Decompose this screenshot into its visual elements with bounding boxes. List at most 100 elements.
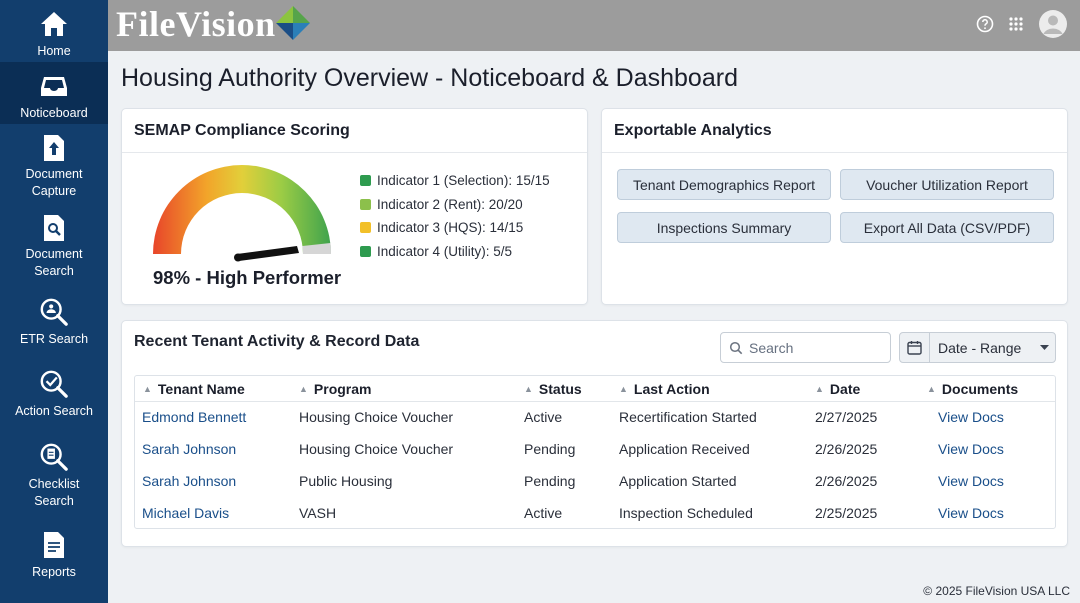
tenant-activity-table: ▲ Tenant Name ▲ Program ▲ Status ▲ Last Acti… bbox=[134, 375, 1056, 529]
column-header-documents[interactable]: ▲ Documents bbox=[927, 380, 1019, 397]
date-range-label: Date - Range bbox=[938, 339, 1022, 356]
date-range-select[interactable]: Date - Range bbox=[899, 332, 1056, 363]
semap-card-title: SEMAP Compliance Scoring bbox=[122, 109, 587, 153]
sort-icon: ▲ bbox=[927, 383, 936, 394]
legend-label: Indicator 4 (Utility): 5/5 bbox=[377, 243, 513, 259]
export-all-data-button[interactable]: Export All Data (CSV/PDF) bbox=[840, 212, 1054, 243]
logo-diamond-icon bbox=[275, 5, 310, 40]
top-icons bbox=[976, 9, 1068, 39]
column-header-date[interactable]: ▲ Date bbox=[815, 380, 861, 397]
date-cell: 2/26/2025 bbox=[815, 473, 878, 489]
sidebar-item-action-search[interactable]: Action Search bbox=[0, 367, 108, 427]
view-docs-link[interactable]: View Docs bbox=[938, 473, 1004, 489]
sidebar-item-home[interactable]: Home bbox=[0, 0, 108, 62]
apps-grid-icon[interactable] bbox=[1008, 16, 1024, 32]
legend-item: Indicator 1 (Selection): 15/15 bbox=[360, 169, 550, 193]
voucher-utilization-report-button[interactable]: Voucher Utilization Report bbox=[840, 169, 1054, 200]
help-icon[interactable] bbox=[976, 15, 994, 33]
legend-item: Indicator 3 (HQS): 14/15 bbox=[360, 216, 550, 240]
view-docs-link[interactable]: View Docs bbox=[938, 441, 1004, 457]
sort-icon: ▲ bbox=[299, 383, 308, 394]
last-action-cell: Application Received bbox=[619, 441, 750, 457]
semap-compliance-card: SEMAP Compliance Scoring 98% - High Perf… bbox=[121, 108, 588, 305]
sort-icon: ▲ bbox=[815, 383, 824, 394]
view-docs-link[interactable]: View Docs bbox=[938, 409, 1004, 425]
logo-text: FileVision bbox=[116, 4, 276, 44]
table-header-divider bbox=[135, 401, 1055, 402]
legend-swatch bbox=[360, 222, 371, 234]
tenant-name-link[interactable]: Sarah Johnson bbox=[142, 473, 237, 489]
sidebar-item-label: Document Capture bbox=[25, 167, 83, 198]
search-icon bbox=[729, 341, 743, 354]
legend-item: Indicator 2 (Rent): 20/20 bbox=[360, 193, 550, 217]
search-input[interactable]: Search bbox=[720, 332, 891, 363]
view-docs-link[interactable]: View Docs bbox=[938, 505, 1004, 521]
column-header-program[interactable]: ▲ Program bbox=[299, 380, 372, 397]
date-cell: 2/26/2025 bbox=[815, 441, 878, 457]
date-cell: 2/25/2025 bbox=[815, 505, 878, 521]
sidebar-item-checklist-search[interactable]: Checklist Search bbox=[0, 440, 108, 516]
legend-swatch bbox=[360, 198, 371, 210]
sidebar-item-label: Checklist Search bbox=[28, 477, 80, 508]
copyright-footer: © 2025 FileVision USA LLC bbox=[923, 584, 1070, 598]
program-cell: Housing Choice Voucher bbox=[299, 441, 454, 457]
activity-card-title: Recent Tenant Activity & Record Data bbox=[134, 333, 420, 350]
compliance-score-caption: 98% - High Performer bbox=[153, 267, 342, 288]
sidebar-item-label: Document Search bbox=[25, 247, 83, 278]
filevision-logo[interactable]: FileVision bbox=[116, 3, 313, 45]
search-placeholder: Search bbox=[749, 339, 794, 356]
column-header-status[interactable]: ▲ Status bbox=[524, 380, 582, 397]
sidebar-item-noticeboard[interactable]: Noticeboard bbox=[0, 62, 108, 124]
etr-search-icon bbox=[39, 297, 69, 327]
sort-icon: ▲ bbox=[143, 383, 152, 394]
page-title: Housing Authority Overview - Noticeboard… bbox=[121, 64, 738, 92]
sort-icon: ▲ bbox=[524, 383, 533, 394]
exportable-analytics-card: Exportable Analytics Tenant Demographics… bbox=[601, 108, 1068, 305]
checklist-search-icon bbox=[39, 442, 69, 472]
table-row: Edmond Bennett Housing Choice Voucher Ac… bbox=[135, 401, 1055, 433]
indicator-legend: Indicator 1 (Selection): 15/15 Indicator… bbox=[360, 169, 550, 263]
status-cell: Pending bbox=[524, 441, 576, 457]
sidebar-item-document-search[interactable]: Document Search bbox=[0, 208, 108, 280]
analytics-card-title: Exportable Analytics bbox=[602, 109, 1067, 153]
tenant-name-link[interactable]: Sarah Johnson bbox=[142, 441, 237, 457]
program-cell: VASH bbox=[299, 505, 337, 521]
sidebar-item-document-capture[interactable]: Document Capture bbox=[0, 128, 108, 200]
status-cell: Pending bbox=[524, 473, 576, 489]
status-cell: Active bbox=[524, 505, 563, 521]
last-action-cell: Recertification Started bbox=[619, 409, 757, 425]
table-row: Sarah Johnson Housing Choice Voucher Pen… bbox=[135, 433, 1055, 465]
column-header-tenant-name[interactable]: ▲ Tenant Name bbox=[143, 380, 245, 397]
user-avatar-icon[interactable] bbox=[1038, 9, 1068, 39]
top-bar: FileVision bbox=[108, 0, 1080, 51]
sort-icon: ▲ bbox=[619, 383, 628, 394]
program-cell: Public Housing bbox=[299, 473, 393, 489]
date-cell: 2/27/2025 bbox=[815, 409, 878, 425]
sidebar: Home Noticeboard Document Capture Docume… bbox=[0, 0, 108, 603]
sidebar-item-label: Reports bbox=[32, 565, 76, 579]
inspections-summary-button[interactable]: Inspections Summary bbox=[617, 212, 831, 243]
action-search-icon bbox=[39, 369, 69, 399]
legend-label: Indicator 1 (Selection): 15/15 bbox=[377, 173, 550, 189]
sidebar-item-label: ETR Search bbox=[19, 332, 89, 346]
legend-item: Indicator 4 (Utility): 5/5 bbox=[360, 240, 550, 264]
table-row: Michael Davis VASH Active Inspection Sch… bbox=[135, 497, 1055, 529]
sidebar-item-label: Action Search bbox=[15, 404, 93, 418]
sidebar-item-reports[interactable]: Reports bbox=[0, 528, 108, 588]
program-cell: Housing Choice Voucher bbox=[299, 409, 454, 425]
home-icon bbox=[39, 9, 69, 39]
legend-swatch bbox=[360, 175, 371, 187]
inbox-icon bbox=[39, 71, 69, 101]
last-action-cell: Application Started bbox=[619, 473, 737, 489]
legend-label: Indicator 3 (HQS): 14/15 bbox=[377, 220, 524, 236]
tenant-name-link[interactable]: Edmond Bennett bbox=[142, 409, 247, 425]
tenant-demographics-report-button[interactable]: Tenant Demographics Report bbox=[617, 169, 831, 200]
sidebar-item-etr-search[interactable]: ETR Search bbox=[0, 295, 108, 355]
legend-swatch bbox=[360, 245, 371, 257]
calendar-icon bbox=[900, 333, 930, 362]
table-row: Sarah Johnson Public Housing Pending App… bbox=[135, 465, 1055, 497]
tenant-name-link[interactable]: Michael Davis bbox=[142, 505, 230, 521]
column-header-last-action[interactable]: ▲ Last Action bbox=[619, 380, 710, 397]
document-upload-icon bbox=[39, 133, 69, 162]
recent-tenant-activity-card: Recent Tenant Activity & Record Data Sea… bbox=[121, 320, 1068, 547]
